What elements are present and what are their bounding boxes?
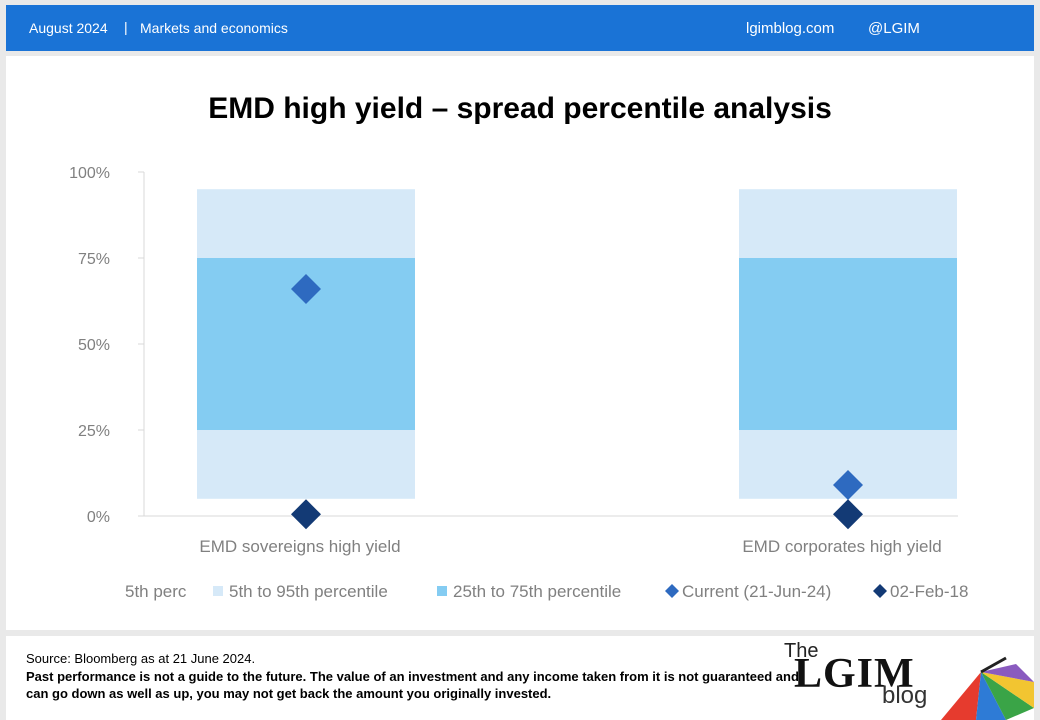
disclaimer: Past performance is not a guide to the f… [26, 669, 799, 701]
feb-2018-marker [833, 499, 863, 530]
umbrella-logo-icon [941, 656, 1034, 720]
logo-the-text: The [784, 640, 819, 662]
feb-2018-marker [291, 499, 321, 530]
legend-label: Current (21-Jun-24) [682, 582, 831, 601]
footer: Source: Bloomberg as at 21 June 2024. Pa… [6, 636, 1034, 720]
range-25-75-bar [739, 258, 957, 430]
x-category-label: EMD sovereigns high yield [199, 537, 400, 556]
current-marker [291, 273, 321, 304]
legend-swatch [437, 586, 447, 596]
logo-lgim-text: LGIM [794, 651, 915, 697]
header-section-link[interactable]: Markets and economics [140, 20, 288, 36]
header-site-link[interactable]: lgimblog.com [746, 20, 835, 37]
current-marker [833, 470, 863, 501]
legend-label: 5th perc [125, 582, 187, 601]
y-tick-label: 0% [87, 509, 110, 526]
source-note: Source: Bloomberg as at 21 June 2024. [26, 651, 256, 666]
y-tick-label: 25% [78, 423, 110, 440]
legend-swatch [213, 586, 223, 596]
legend-label: 02-Feb-18 [890, 582, 968, 601]
legend-diamond-icon [665, 584, 679, 598]
chart-plot: 100% 75% 50% 25% 0% EMD sovereigns high yield… [69, 165, 968, 601]
legend-label: 25th to 75th percentile [453, 582, 621, 601]
header-handle-link[interactable]: @LGIM [868, 20, 920, 37]
y-tick-label: 100% [69, 165, 110, 182]
logo-blog-text: blog [882, 682, 928, 709]
legend-diamond-icon [873, 584, 887, 598]
chart-title: EMD high yield – spread percentile analy… [208, 92, 832, 125]
header-separator: | [124, 19, 128, 35]
header-bar: August 2024 | Markets and economics lgim… [6, 5, 1034, 51]
y-tick-label: 75% [78, 251, 110, 268]
y-tick-label: 50% [78, 337, 110, 354]
x-category-label: EMD corporates high yield [742, 537, 941, 556]
legend-label: 5th to 95th percentile [229, 582, 388, 601]
header-date: August 2024 [29, 20, 108, 36]
